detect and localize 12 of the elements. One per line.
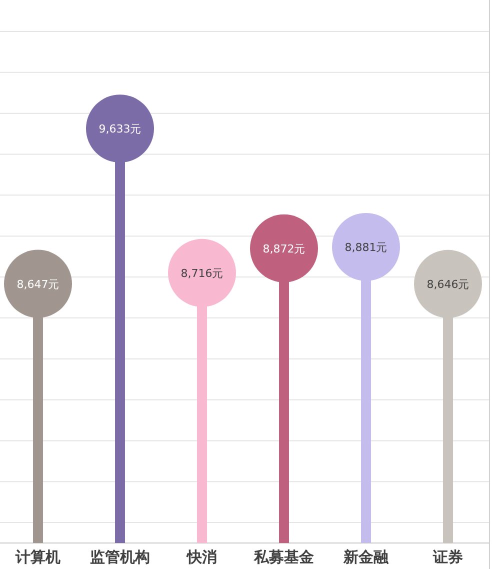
data-label: 9,633元 (98, 122, 142, 136)
data-label: 8,647元 (16, 278, 60, 291)
data-label: 8,872元 (262, 242, 306, 256)
x-tick-label: 证券 (432, 549, 463, 566)
x-tick-label: 监管机构 (90, 549, 150, 566)
x-tick-label: 私募基金 (253, 549, 314, 566)
data-label: 8,646元 (426, 278, 470, 291)
x-tick-label: 快消 (186, 549, 217, 566)
x-tick-label: 新金融 (342, 548, 390, 566)
data-label: 8,881元 (344, 240, 388, 254)
data-label: 8,716元 (180, 266, 224, 280)
x-tick-label: 计算机 (14, 549, 60, 566)
